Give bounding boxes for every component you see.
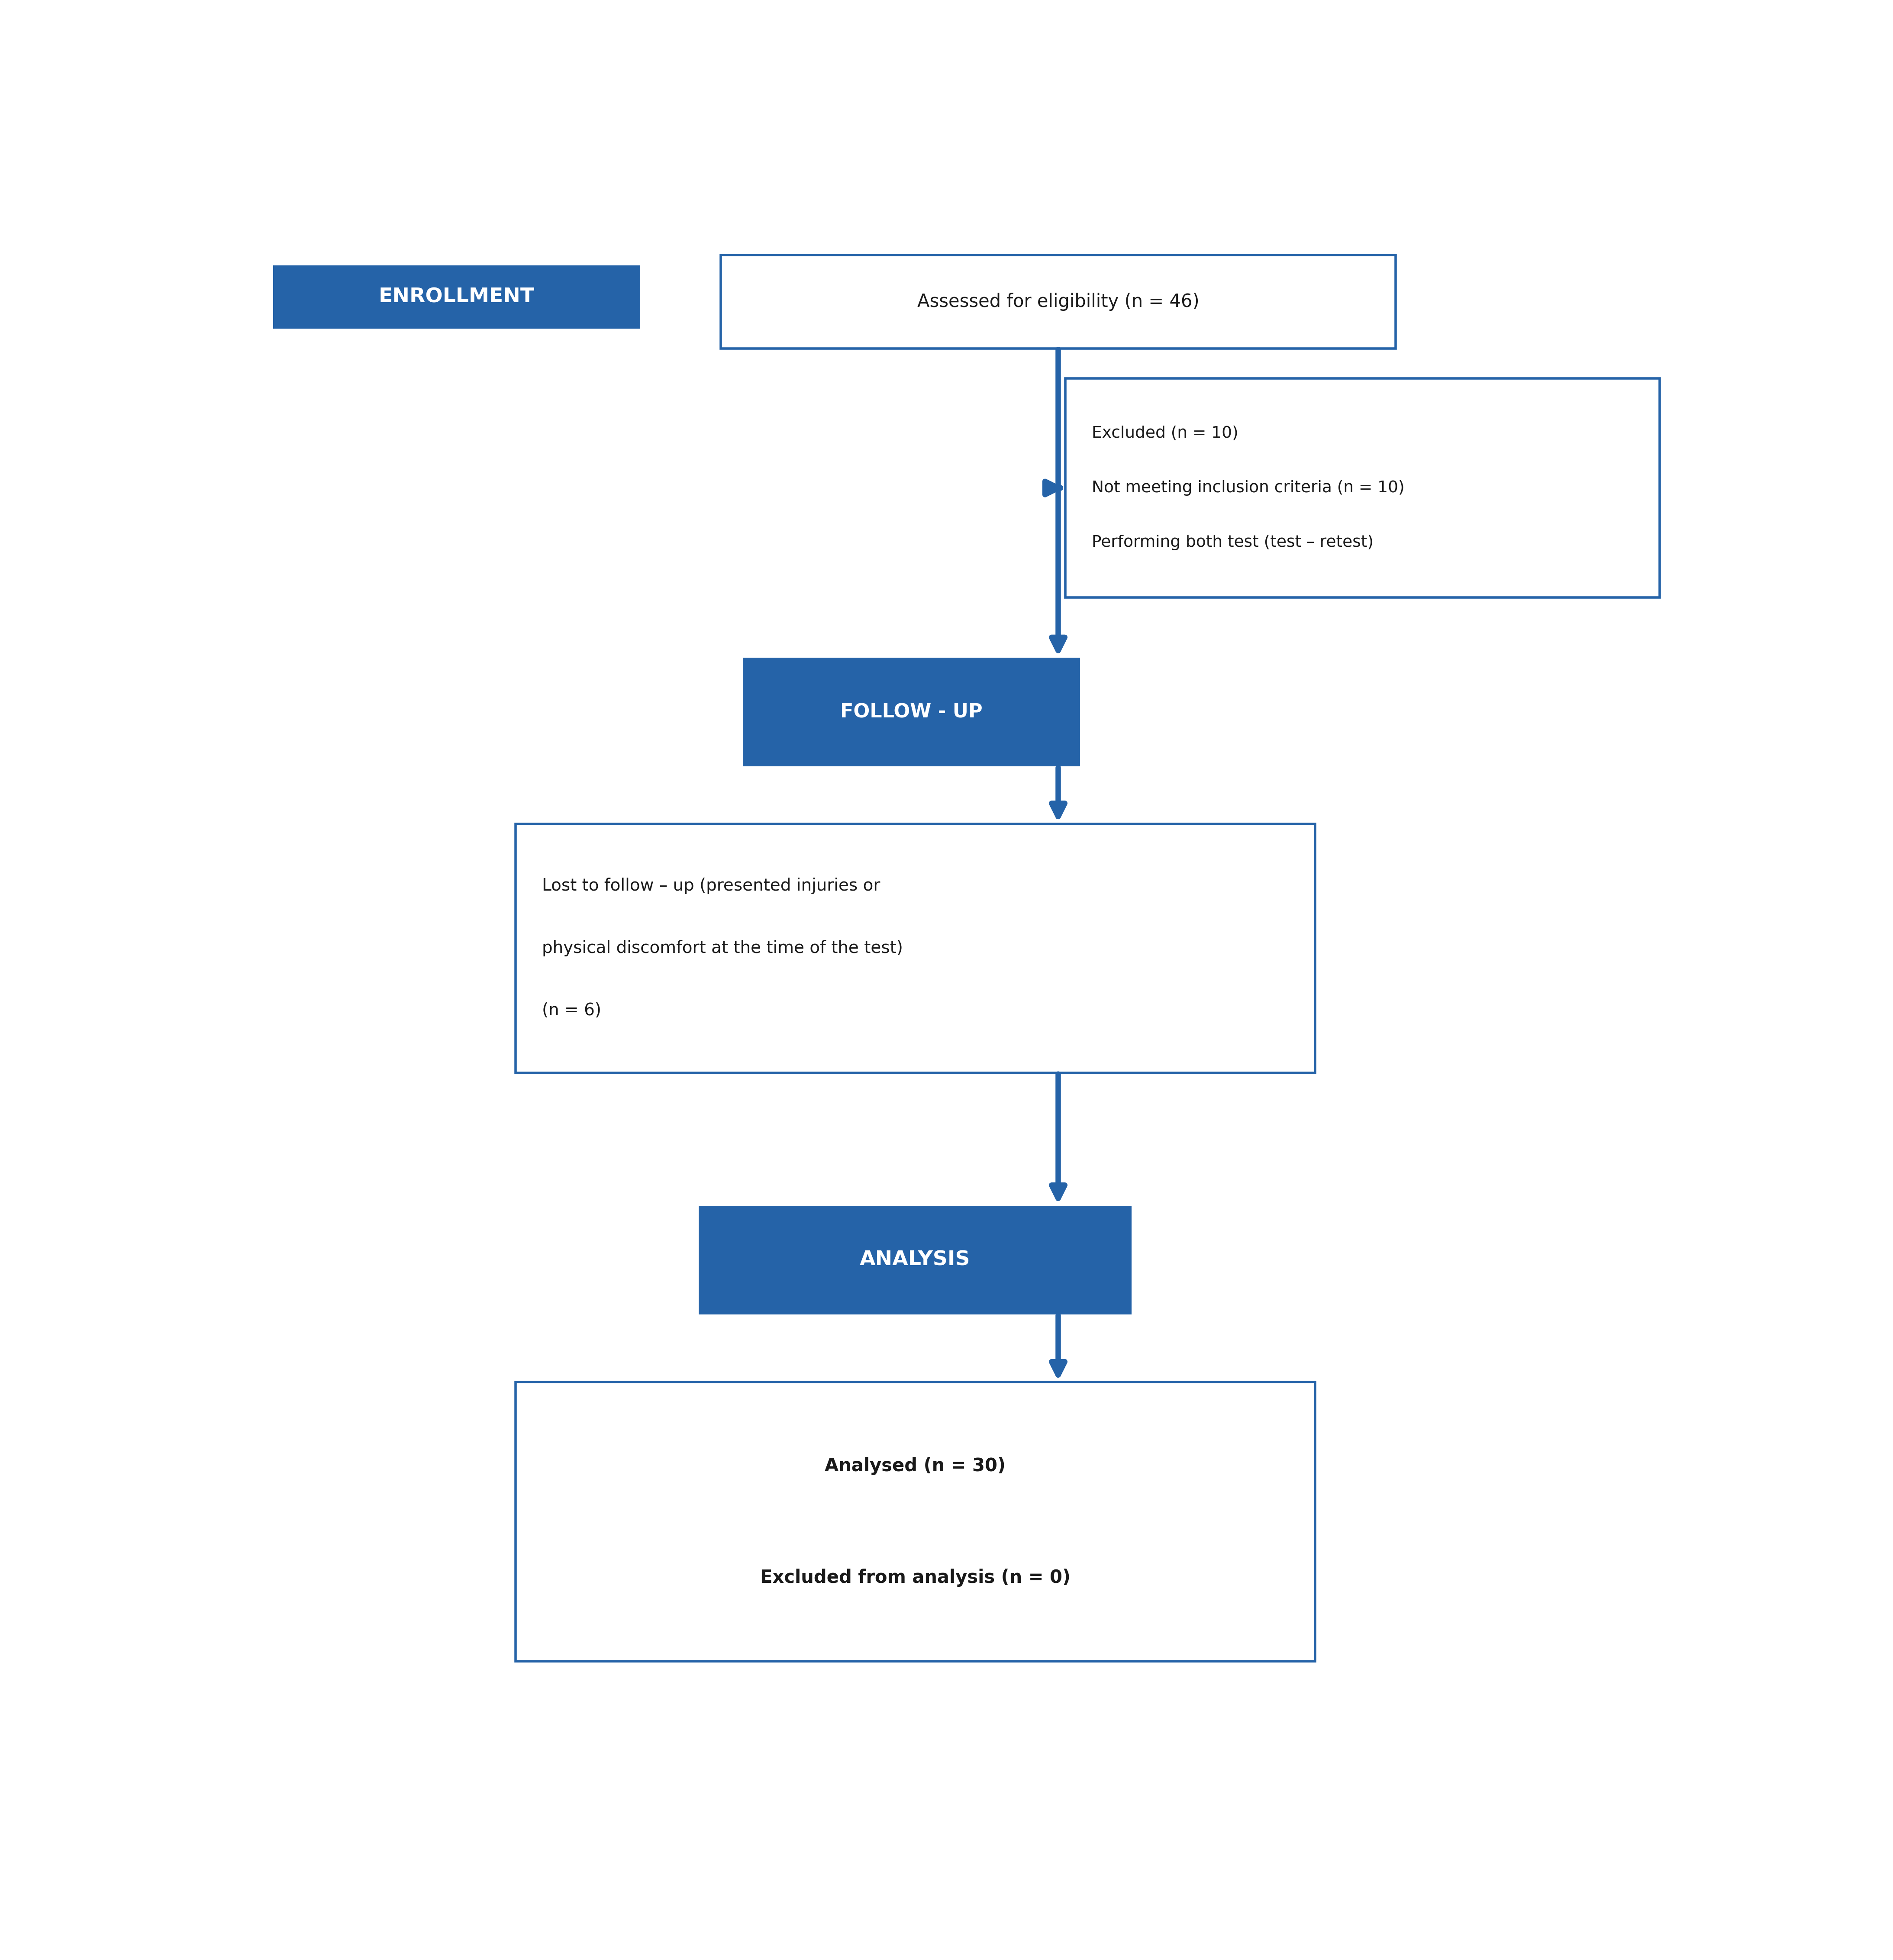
Text: ANALYSIS: ANALYSIS: [859, 1250, 971, 1270]
Bar: [273, 265, 640, 329]
Text: ENROLLMENT: ENROLLMENT: [379, 288, 534, 308]
Text: Analysed (n = 30): Analysed (n = 30): [825, 1456, 1005, 1476]
Bar: [515, 823, 1316, 1072]
Text: Performing both test (test – retest): Performing both test (test – retest): [1092, 535, 1374, 551]
Bar: [721, 255, 1395, 349]
Text: Excluded from analysis (n = 0): Excluded from analysis (n = 0): [759, 1568, 1070, 1588]
Text: (n = 6): (n = 6): [541, 1002, 602, 1019]
Text: FOLLOW - UP: FOLLOW - UP: [840, 704, 982, 721]
Bar: [742, 659, 1081, 766]
Text: Lost to follow – up (presented injuries or: Lost to follow – up (presented injuries …: [541, 878, 880, 894]
Bar: [699, 1205, 1132, 1315]
Text: Assessed for eligibility (n = 46): Assessed for eligibility (n = 46): [916, 292, 1200, 312]
Text: Excluded (n = 10): Excluded (n = 10): [1092, 425, 1238, 441]
Text: Not meeting inclusion criteria (n = 10): Not meeting inclusion criteria (n = 10): [1092, 480, 1405, 496]
Text: physical discomfort at the time of the test): physical discomfort at the time of the t…: [541, 941, 903, 956]
Bar: [515, 1382, 1316, 1662]
Bar: [1066, 378, 1660, 598]
